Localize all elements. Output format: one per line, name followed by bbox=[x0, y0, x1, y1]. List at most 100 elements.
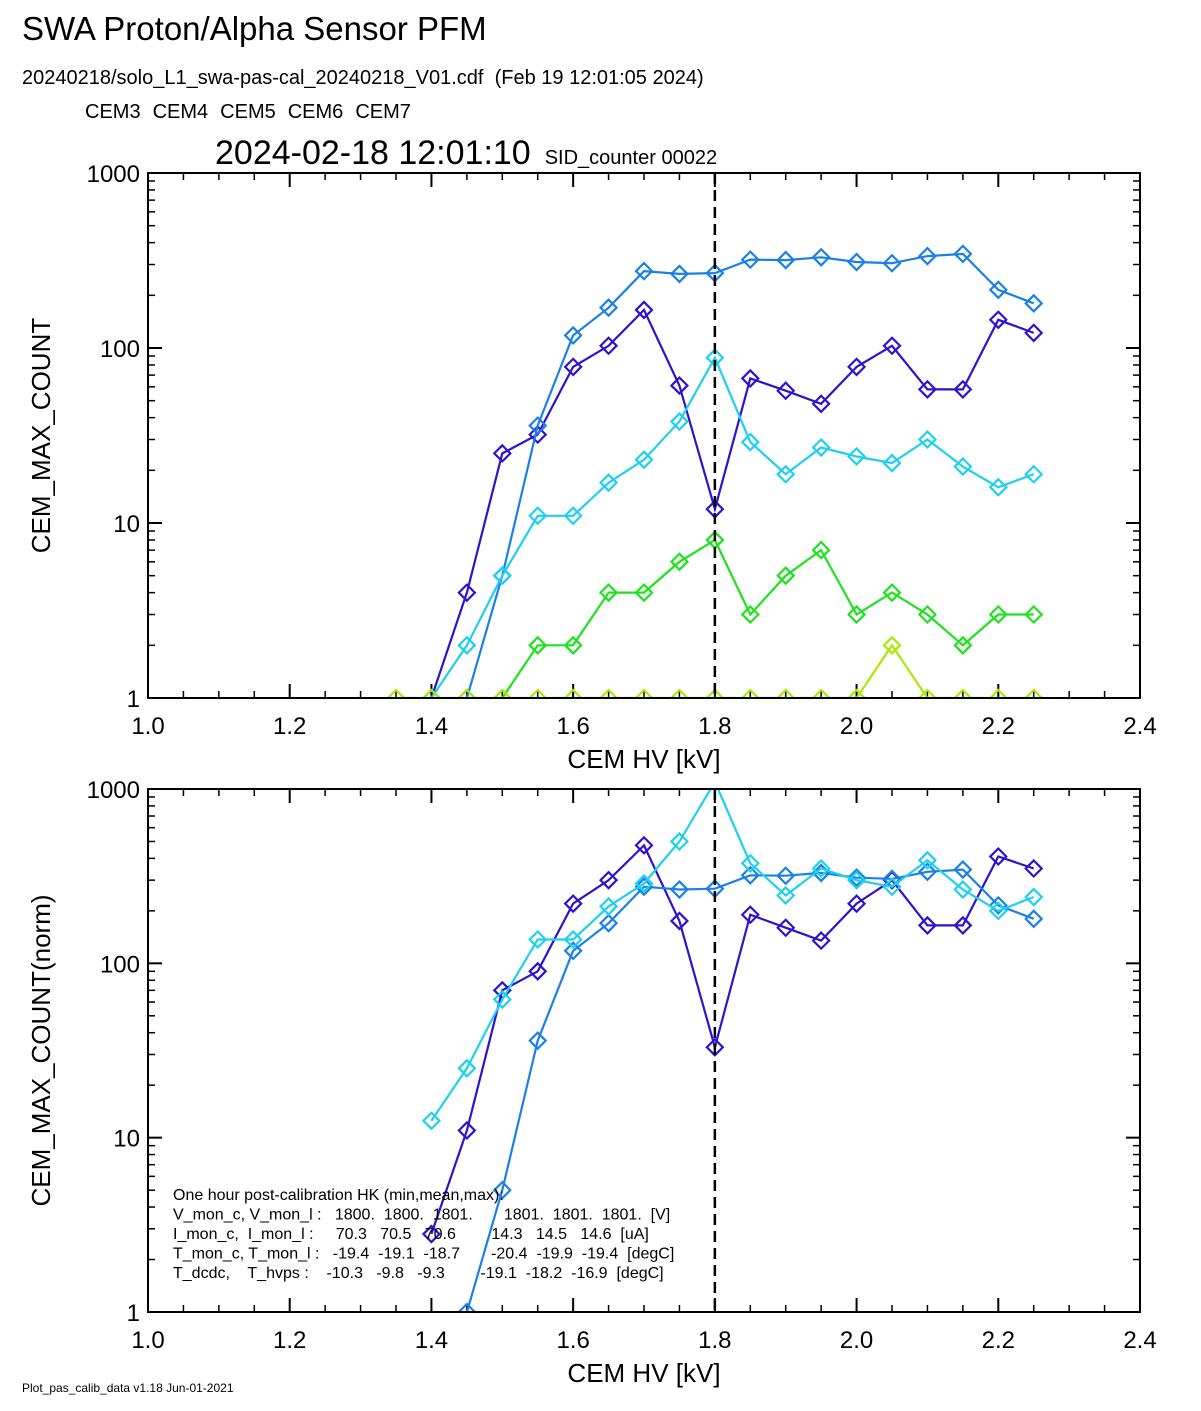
data-point bbox=[811, 437, 831, 458]
data-point bbox=[776, 566, 796, 586]
x-tick-label: 1.8 bbox=[698, 713, 731, 740]
data-point bbox=[988, 604, 1008, 625]
data-point bbox=[988, 688, 1008, 698]
data-point bbox=[669, 376, 689, 396]
data-point bbox=[847, 868, 867, 888]
data-point bbox=[776, 918, 796, 938]
data-point bbox=[847, 894, 867, 914]
data-point bbox=[492, 443, 512, 463]
data-point bbox=[1024, 604, 1044, 625]
data-point bbox=[1024, 293, 1044, 313]
data-point bbox=[563, 325, 583, 345]
x-tick-label: 1.6 bbox=[556, 1327, 589, 1354]
data-point bbox=[740, 865, 760, 885]
data-point bbox=[599, 583, 619, 603]
data-point bbox=[847, 870, 867, 890]
data-point bbox=[882, 253, 902, 273]
data-point bbox=[811, 394, 831, 414]
series-line bbox=[465, 252, 1035, 698]
data-point bbox=[599, 913, 619, 933]
data-point bbox=[457, 1120, 477, 1141]
legend-entry: CEM5 bbox=[220, 101, 276, 123]
data-point bbox=[634, 450, 654, 470]
data-point bbox=[599, 870, 619, 890]
data-point bbox=[740, 905, 760, 925]
data-point bbox=[953, 244, 973, 264]
x-tick-label: 2.0 bbox=[840, 1327, 873, 1354]
legend-entry: CEM6 bbox=[288, 101, 344, 123]
data-point bbox=[492, 688, 512, 698]
data-point bbox=[917, 604, 937, 625]
x-tick-label: 2.2 bbox=[982, 1327, 1015, 1354]
data-point bbox=[492, 566, 512, 586]
data-point bbox=[988, 846, 1008, 867]
data-point bbox=[740, 368, 760, 388]
data-point bbox=[1024, 887, 1044, 907]
legend-entry: CEM4 bbox=[153, 101, 209, 123]
data-point bbox=[563, 635, 583, 655]
data-point bbox=[917, 862, 937, 882]
plot-area bbox=[421, 789, 1044, 1312]
data-point bbox=[740, 250, 760, 270]
data-point bbox=[669, 264, 689, 284]
data-point bbox=[1024, 688, 1044, 698]
data-point bbox=[634, 877, 654, 897]
data-point bbox=[528, 929, 548, 950]
x-tick-label: 1.0 bbox=[131, 713, 164, 740]
data-point bbox=[917, 850, 937, 870]
y-tick-label: 10 bbox=[113, 511, 140, 538]
counter: SID_counter 00022 bbox=[545, 147, 717, 169]
data-point bbox=[528, 506, 548, 526]
data-point bbox=[1024, 464, 1044, 484]
y-tick-label: 1 bbox=[127, 1300, 140, 1327]
data-point bbox=[634, 688, 654, 698]
legend-entry: CEM7 bbox=[355, 101, 411, 123]
data-point bbox=[599, 473, 619, 493]
x-axis-label: CEM HV [kV] bbox=[567, 744, 720, 774]
y-tick-label: 1 bbox=[127, 686, 140, 713]
x-tick-label: 1.2 bbox=[273, 1327, 306, 1354]
data-point bbox=[669, 831, 689, 852]
data-point bbox=[882, 583, 902, 603]
y-tick-label: 100 bbox=[100, 336, 140, 363]
data-point bbox=[953, 915, 973, 935]
data-point bbox=[1024, 858, 1044, 879]
y-tick-label: 10 bbox=[113, 1126, 140, 1153]
x-tick-label: 2.4 bbox=[1123, 713, 1156, 740]
data-point bbox=[988, 310, 1008, 330]
y-tick-label: 100 bbox=[100, 951, 140, 978]
data-point bbox=[669, 911, 689, 931]
data-point bbox=[776, 885, 796, 906]
data-point bbox=[528, 635, 548, 655]
data-point bbox=[528, 1031, 548, 1051]
data-point bbox=[634, 873, 654, 894]
data-point bbox=[1024, 909, 1044, 929]
y-axis-label: CEM_MAX_COUNT bbox=[26, 318, 56, 554]
data-point bbox=[528, 961, 548, 981]
data-point bbox=[847, 688, 867, 698]
data-point bbox=[740, 853, 760, 873]
data-point bbox=[669, 411, 689, 432]
plot-frame bbox=[147, 788, 1141, 1313]
data-point bbox=[740, 688, 760, 698]
data-point bbox=[811, 931, 831, 951]
data-point bbox=[882, 453, 902, 473]
data-point bbox=[457, 1058, 477, 1078]
data-point bbox=[1024, 323, 1044, 343]
data-point bbox=[528, 416, 548, 436]
series-line bbox=[430, 355, 1035, 698]
data-point bbox=[421, 688, 441, 698]
data-point bbox=[776, 250, 796, 270]
x-tick-label: 1.8 bbox=[698, 1327, 731, 1354]
data-point bbox=[917, 915, 937, 935]
data-point bbox=[599, 298, 619, 318]
data-point bbox=[563, 688, 583, 698]
x-tick-label: 1.0 bbox=[131, 1327, 164, 1354]
data-point bbox=[634, 300, 654, 320]
data-point bbox=[811, 688, 831, 698]
data-point bbox=[882, 336, 902, 356]
data-point bbox=[917, 246, 937, 266]
data-point bbox=[882, 635, 902, 655]
